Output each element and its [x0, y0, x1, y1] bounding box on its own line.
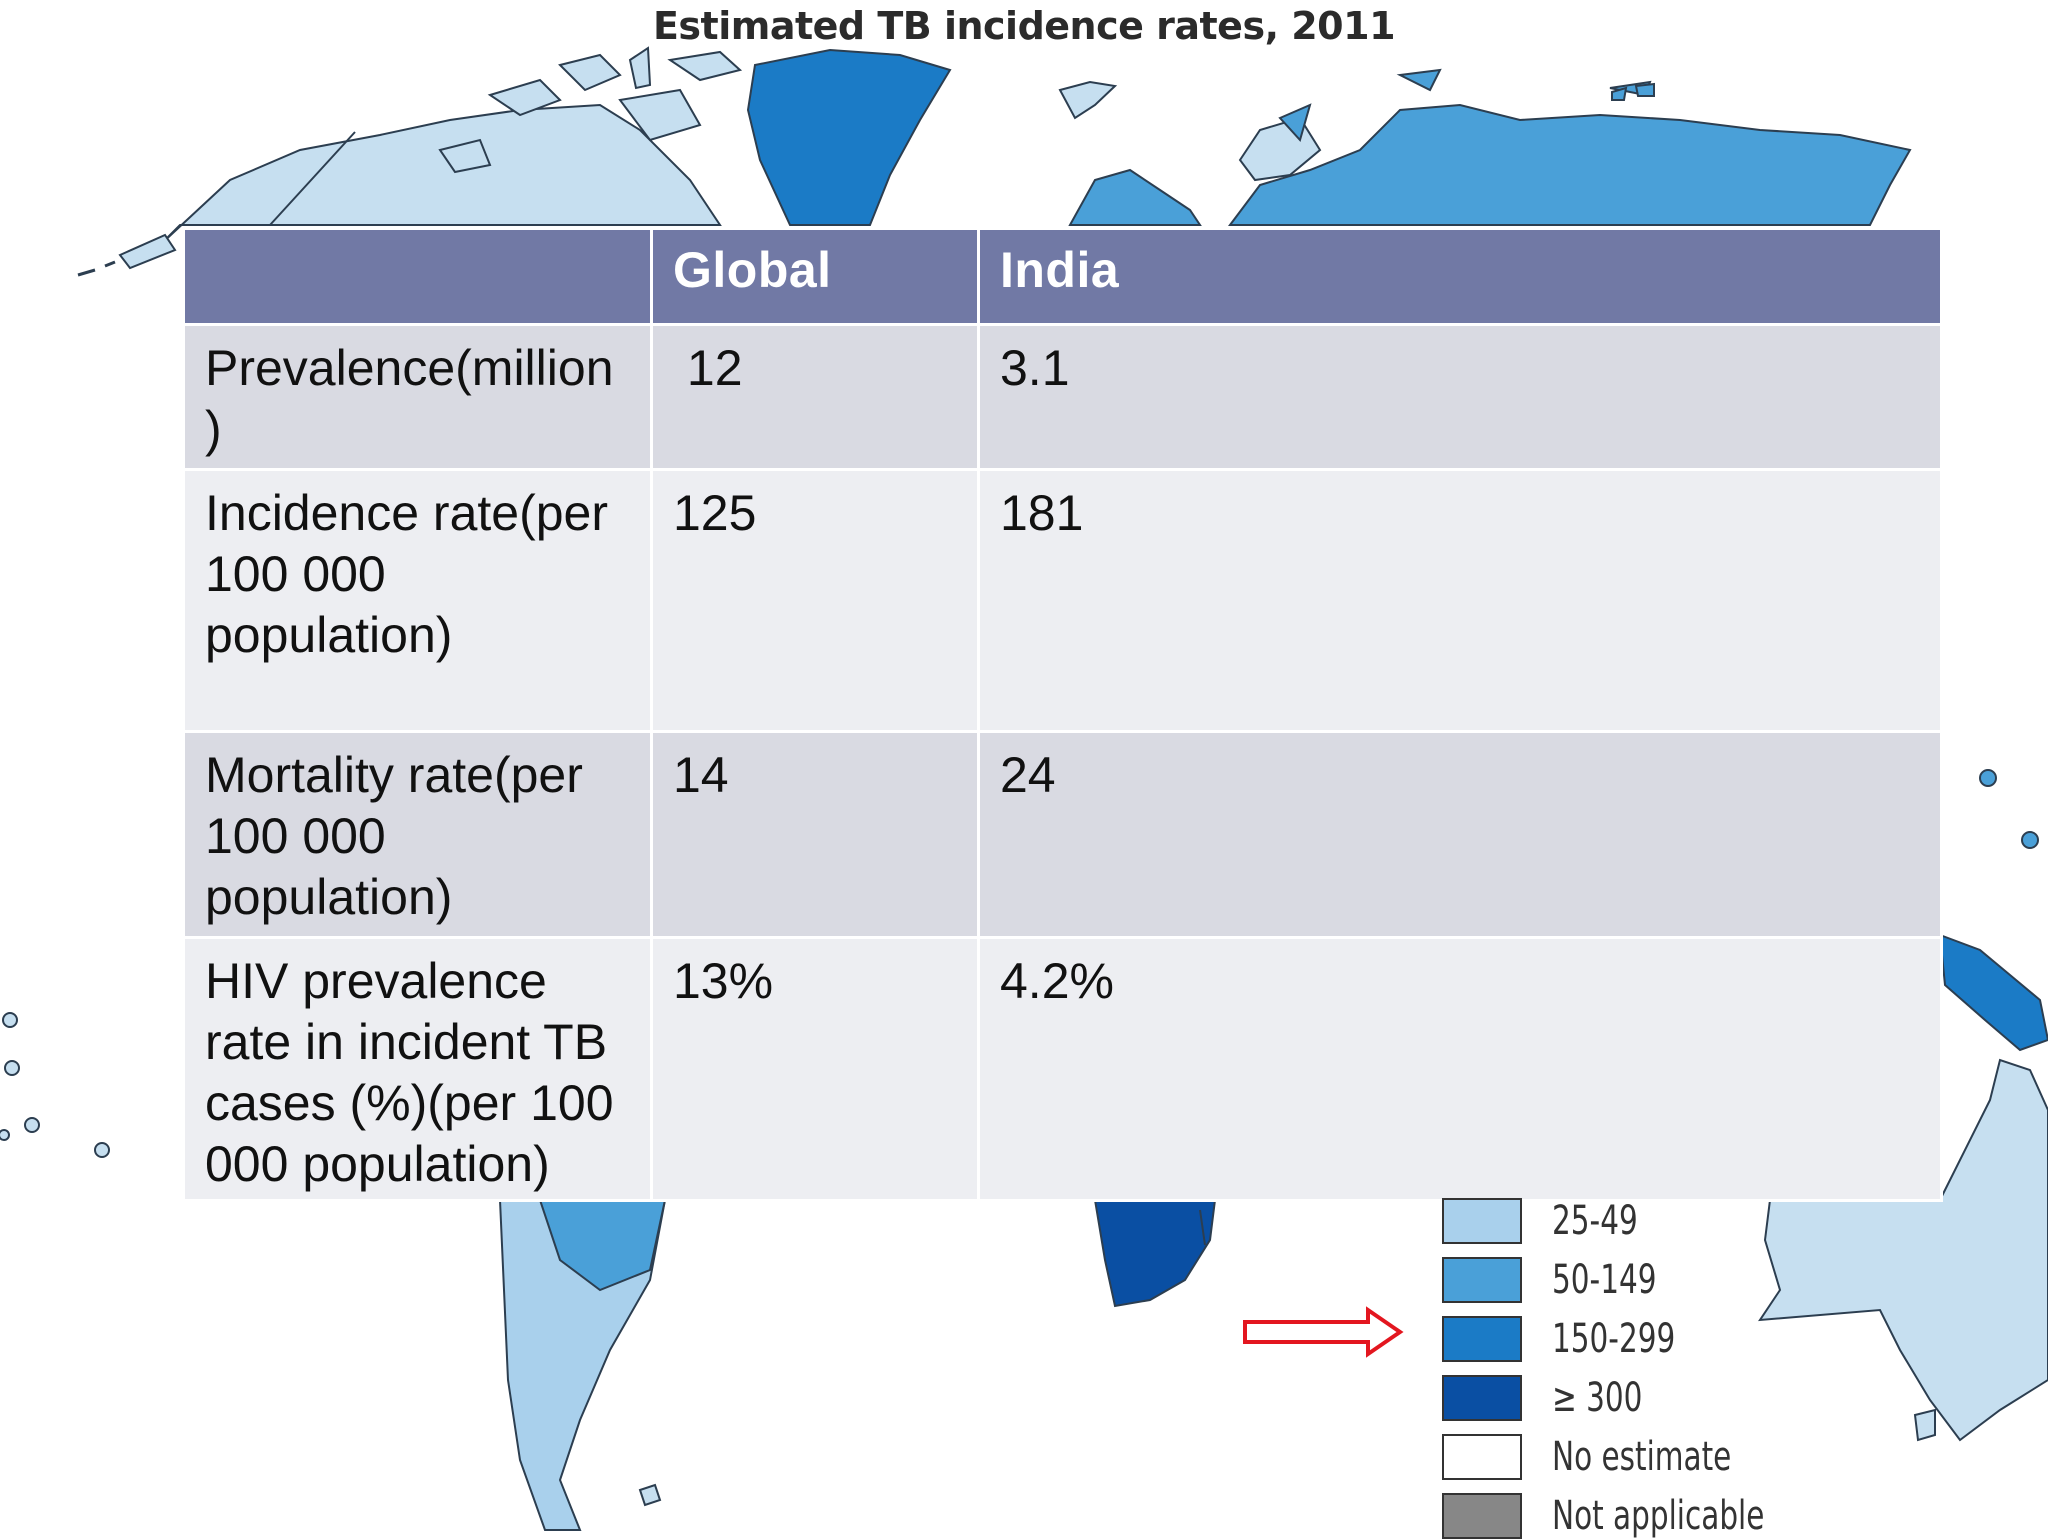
- legend-swatch: [1442, 1198, 1522, 1244]
- legend-item: 25-49: [1442, 1198, 1802, 1244]
- map-title: Estimated TB incidence rates, 2011: [652, 4, 1396, 48]
- india-value: 181: [977, 468, 1943, 733]
- arctic-island-6: [667, 50, 743, 82]
- australia: [1758, 1058, 2048, 1442]
- atoll-3: [24, 1117, 40, 1133]
- row-label: Mortality rate(per 100 000 population): [182, 730, 653, 939]
- table-header-row: Global India: [182, 227, 1943, 326]
- atoll-1: [2, 1012, 18, 1028]
- atoll-5: [0, 1129, 10, 1141]
- legend-swatch: [1442, 1257, 1522, 1303]
- arctic-island-1: [487, 78, 562, 117]
- table-row-prevalence: Prevalence(million ) 12 3.1: [182, 323, 1943, 471]
- legend-item: No estimate: [1442, 1434, 1802, 1480]
- row-label: Prevalence(million ): [182, 323, 653, 471]
- row-label: Incidence rate(per 100 000 population): [182, 468, 653, 733]
- north-america-region: [159, 103, 722, 246]
- legend-label: 150-299: [1552, 1316, 1676, 1362]
- table-row-incidence: Incidence rate(per 100 000 population) 1…: [182, 468, 1943, 733]
- south-america: [498, 1199, 667, 1531]
- tb-statistics-table: Global India Prevalence(million ) 12 3.1…: [182, 227, 1943, 1202]
- tasmania: [1913, 1408, 1936, 1442]
- india-value: 3.1: [977, 323, 1943, 471]
- global-value: 12: [650, 323, 980, 471]
- global-value: 14: [650, 730, 980, 939]
- global-value: 13%: [650, 936, 980, 1202]
- legend-item: ≥ 300: [1442, 1375, 1802, 1421]
- aleutian-islands: [77, 260, 116, 277]
- legend-label: Not applicable: [1552, 1493, 1765, 1539]
- island-dot-2: [1634, 82, 1655, 97]
- legend-label: No estimate: [1552, 1434, 1732, 1480]
- arctic-island-3: [618, 88, 702, 142]
- legend-swatch: [1442, 1493, 1522, 1539]
- atoll-2: [4, 1060, 20, 1076]
- atoll-4: [94, 1142, 110, 1158]
- legend-label: 25-49: [1552, 1198, 1638, 1244]
- legend-label: ≥ 300: [1552, 1375, 1643, 1421]
- legend-item: 150-299: [1442, 1316, 1802, 1362]
- island-dot-1: [1611, 86, 1628, 101]
- table-row-hiv-prevalence: HIV prevalence rate in incident TB cases…: [182, 936, 1943, 1202]
- greenland: [746, 48, 952, 226]
- madagascar-outline: [1199, 1209, 1206, 1246]
- red-arrow-icon: [1243, 1306, 1404, 1358]
- row-label: HIV prevalence rate in incident TB cases…: [182, 936, 653, 1202]
- pacific-island-2: [2021, 831, 2040, 849]
- legend-swatch: [1442, 1434, 1522, 1480]
- arctic-island-5: [628, 46, 652, 90]
- legend-item: Not applicable: [1442, 1493, 1802, 1539]
- papua-new-guinea: [1938, 933, 2048, 1052]
- arctic-island-4: [438, 138, 492, 174]
- novaya-zemlya: [1278, 103, 1312, 143]
- legend-label: 50-149: [1552, 1257, 1657, 1303]
- legend-swatch: [1442, 1375, 1522, 1421]
- russia: [1228, 103, 1912, 226]
- falkland-islands: [638, 1483, 662, 1507]
- scandinavia: [1068, 168, 1202, 226]
- header-cell-global: Global: [650, 227, 980, 326]
- header-cell-india: India: [977, 227, 1943, 326]
- alaska-tip: [118, 233, 177, 270]
- arctic-island-2: [558, 53, 622, 92]
- legend-item: 50-149: [1442, 1257, 1802, 1303]
- header-cell-empty: [182, 227, 653, 326]
- table-row-mortality: Mortality rate(per 100 000 population) 1…: [182, 730, 1943, 939]
- southern-africa: [1093, 1199, 1217, 1308]
- india-value: 4.2%: [977, 936, 1943, 1202]
- india-value: 24: [977, 730, 1943, 939]
- global-value: 125: [650, 468, 980, 733]
- svalbard-islands: [1058, 80, 1118, 120]
- canada-boundary-line: [269, 131, 356, 226]
- pacific-island-1: [1979, 769, 1998, 787]
- legend-swatch: [1442, 1316, 1522, 1362]
